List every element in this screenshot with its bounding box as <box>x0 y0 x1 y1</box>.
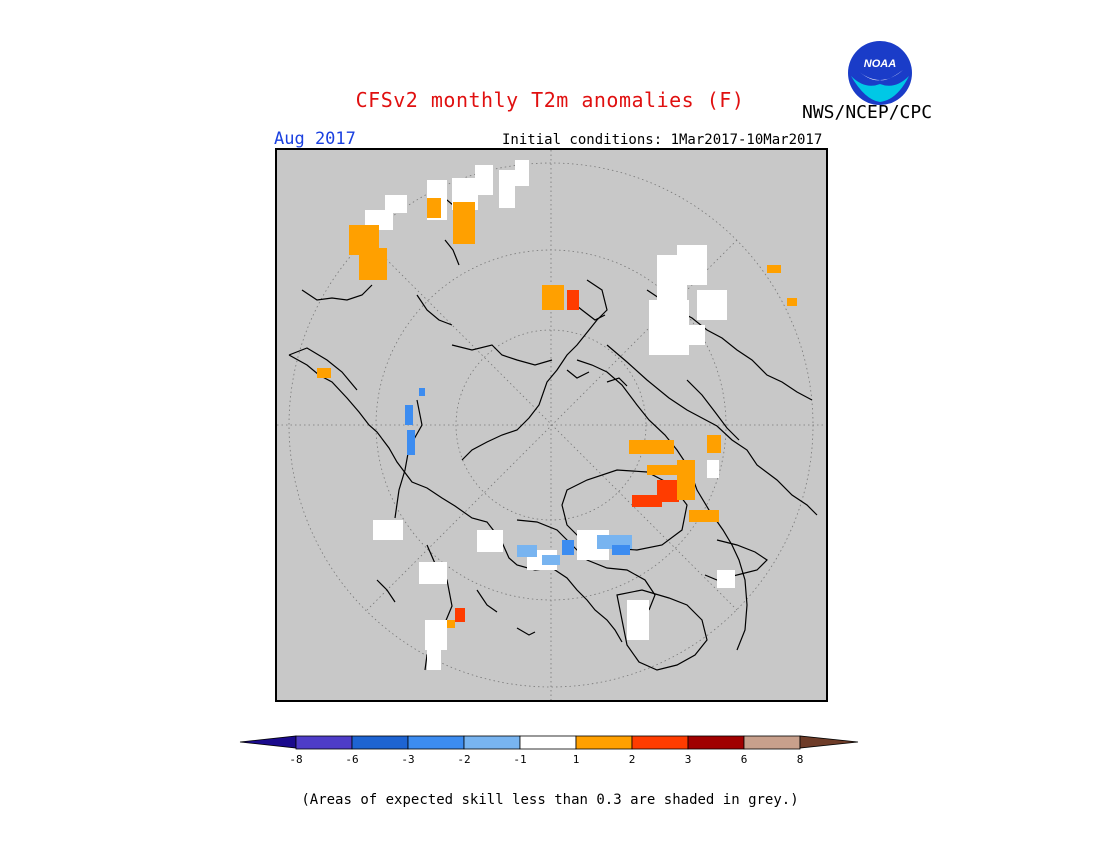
legend-tick-label: 2 <box>629 753 636 766</box>
legend-bin <box>407 735 465 750</box>
legend-tick-label: 8 <box>797 753 804 766</box>
legend-tick-label: -6 <box>345 753 358 766</box>
legend-bin <box>295 735 353 750</box>
legend-bin <box>743 735 801 750</box>
map-title: CFSv2 monthly T2m anomalies (F) <box>355 88 745 112</box>
legend-bin <box>687 735 745 750</box>
cold-anomaly-areas <box>405 388 632 565</box>
legend-tick-label: -8 <box>289 753 302 766</box>
legend-tick-label: 6 <box>741 753 748 766</box>
near-normal-areas <box>365 160 735 670</box>
legend-tick-label: 1 <box>573 753 580 766</box>
legend-tick-label: -2 <box>457 753 470 766</box>
legend-arrow-high <box>799 735 859 749</box>
valid-month-label: Aug 2017 <box>274 129 356 149</box>
legend-arrow-low <box>239 735 297 749</box>
legend-tick-label: 3 <box>685 753 692 766</box>
polar-map <box>277 150 826 700</box>
warm-anomaly-areas <box>317 198 797 628</box>
noaa-logo: NOAA <box>848 41 912 105</box>
legend-bin <box>575 735 633 750</box>
legend-tick-label: -3 <box>401 753 414 766</box>
initial-conditions-label: Initial conditions: 1Mar2017-10Mar2017 <box>502 132 823 148</box>
legend-bin <box>631 735 689 750</box>
legend-bin <box>519 735 577 750</box>
noaa-logo-text: NOAA <box>864 58 896 70</box>
legend-bin <box>351 735 409 750</box>
map-panel <box>275 148 828 702</box>
color-legend: -8 -6 -3 -2 -1 1 2 3 6 8 <box>239 735 859 766</box>
legend-tick-label: -1 <box>513 753 526 766</box>
legend-bin <box>463 735 521 750</box>
skill-footnote: (Areas of expected skill less than 0.3 a… <box>301 792 799 808</box>
organization-label: NWS/NCEP/CPC <box>802 102 933 123</box>
